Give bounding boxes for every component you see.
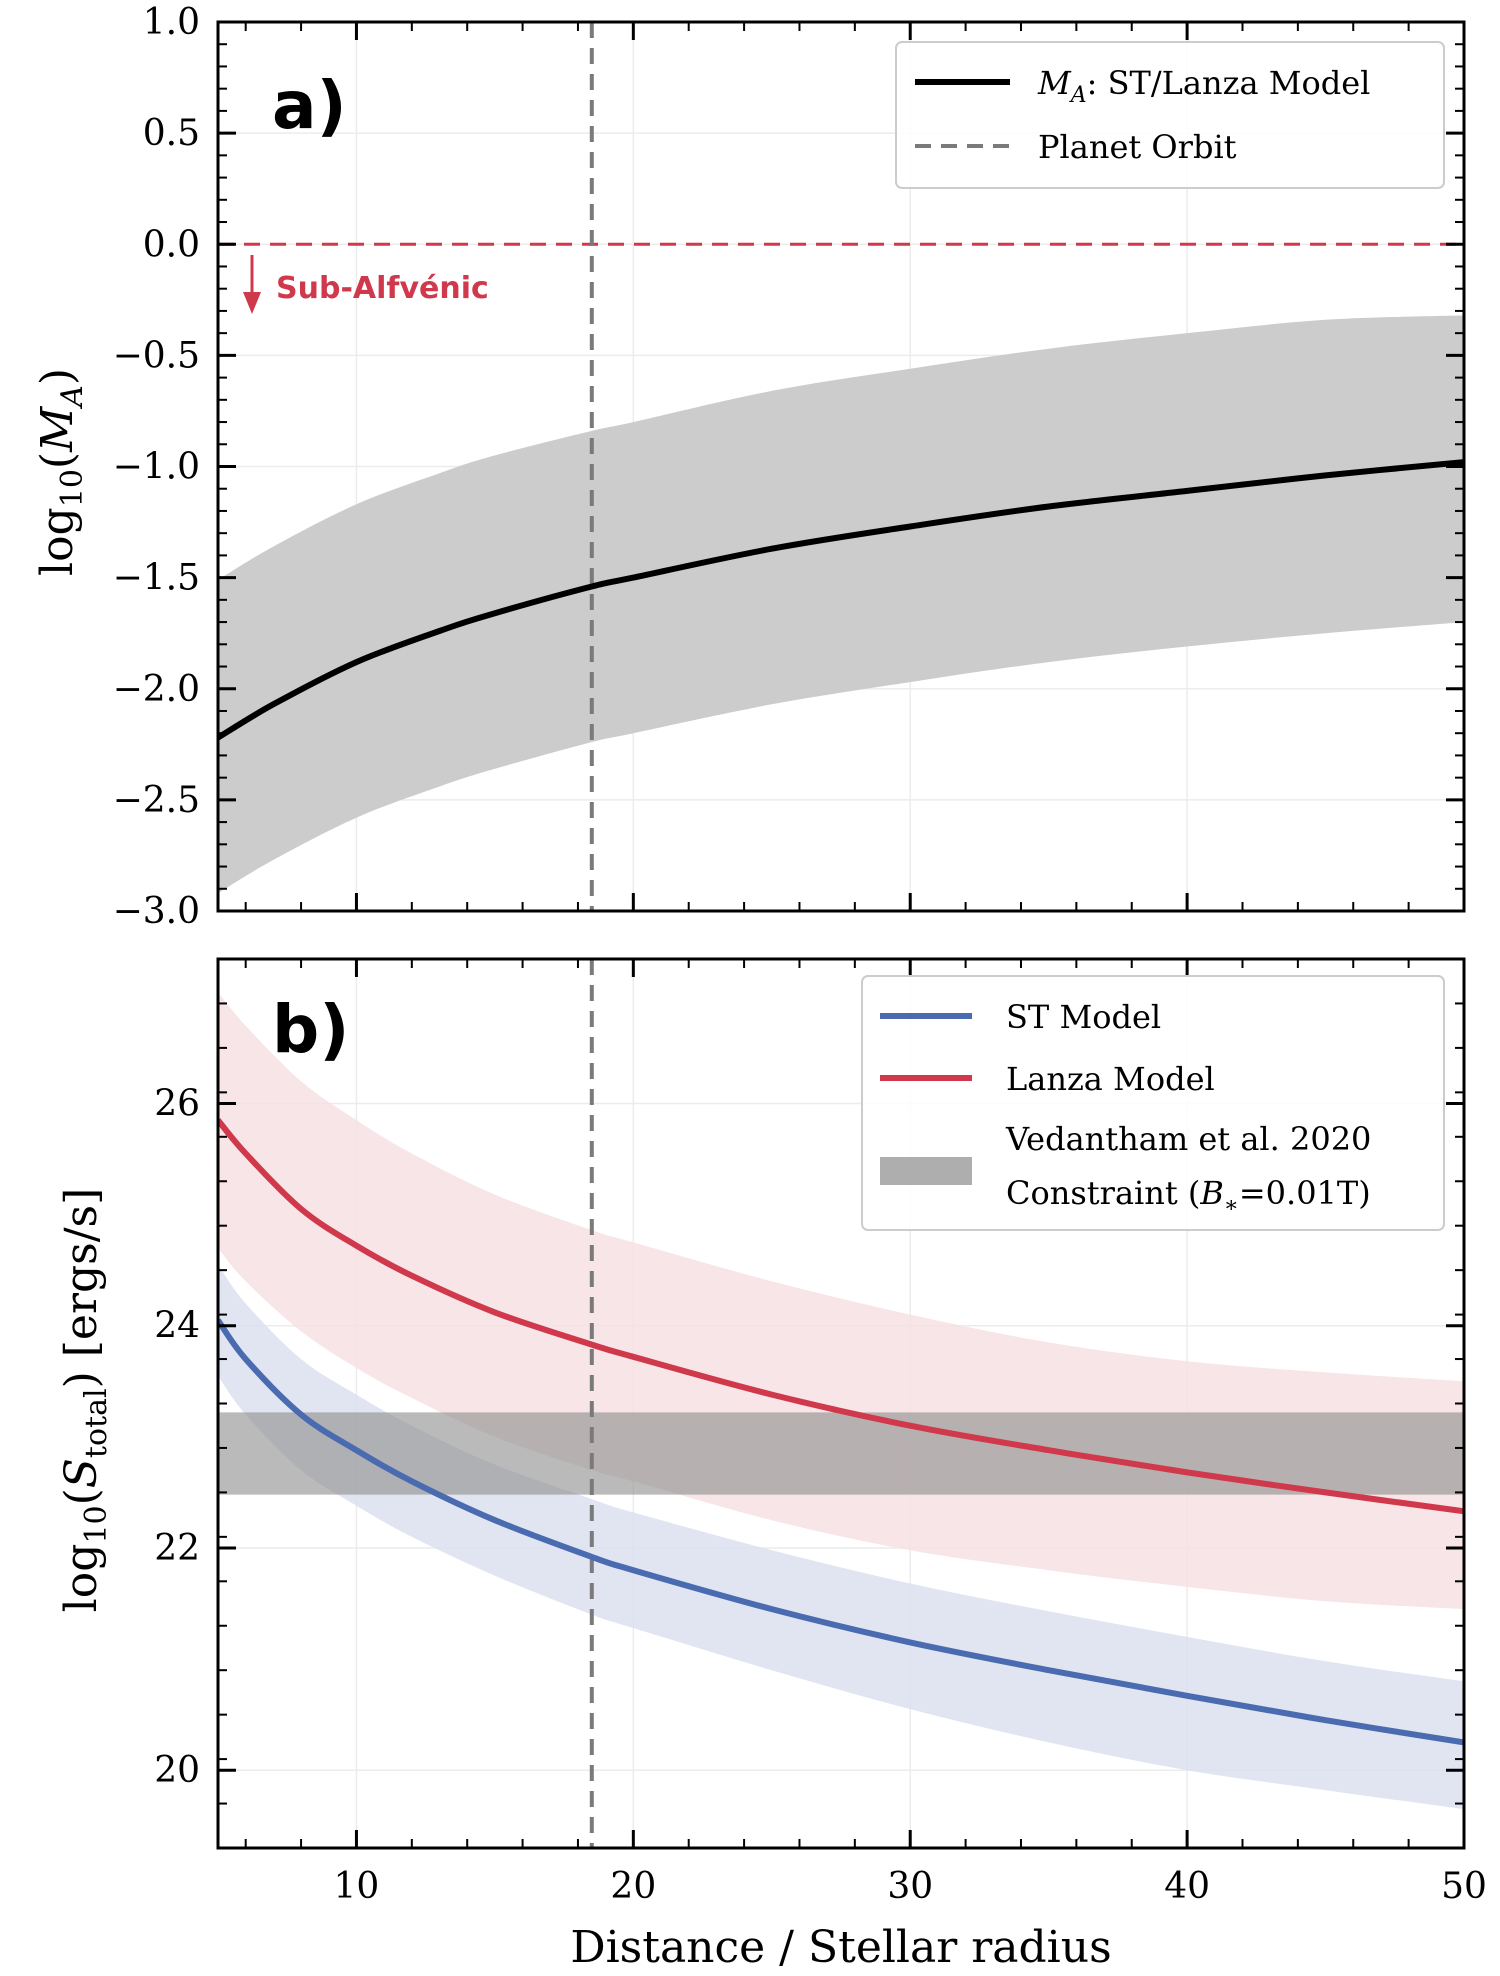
legend-a-frame <box>895 41 1445 189</box>
y-tick-label-a: 0.5 <box>143 113 200 154</box>
x-tick-label: 40 <box>1164 1866 1210 1907</box>
y-tick-label-a: −1.0 <box>113 447 200 488</box>
y-label-b-sub: 10 <box>79 1505 114 1543</box>
y-axis-label-a: log10(MA) <box>32 368 90 576</box>
y-label-a-open: ( <box>32 452 83 469</box>
y-label-b-close: ) <box>56 1371 107 1388</box>
y-axis-label-b: log10(Stotal) [ergs/s] <box>56 1188 114 1613</box>
y-label-b-units: [ergs/s] <box>56 1188 107 1372</box>
legend-a: MA: ST/Lanza Model Planet Orbit <box>895 41 1445 189</box>
panel-label-a: a) <box>272 67 347 144</box>
legend-b-swatch-constraint <box>880 1157 972 1185</box>
y-label-a-symsub: A <box>55 385 90 410</box>
series-line-ma <box>218 459 1464 741</box>
panel-a: 1.0 0.5 0.0 −0.5 −1.0 −1.5 −2.0 −2.5 −3.0 log10(… <box>32 2 1466 932</box>
legend-a-label-model: MA: ST/Lanza Model <box>1037 64 1370 108</box>
legend-b: ST Model Lanza Model Vedantham et al. 20… <box>861 975 1445 1231</box>
uncertainty-band-ma <box>218 315 1464 894</box>
y-label-b-symsub: total <box>79 1388 114 1458</box>
x-tick-label: 50 <box>1441 1866 1487 1907</box>
x-tick-label: 30 <box>887 1866 933 1907</box>
legend-b-c-pre: Constraint ( <box>1006 1174 1200 1212</box>
legend-a-label-orbit: Planet Orbit <box>1038 128 1237 166</box>
y-label-a-sub: 10 <box>55 469 90 507</box>
series-line-lanza <box>218 1118 1464 1515</box>
y-label-a-sym: M <box>32 406 83 453</box>
sub-alfvenic-label: Sub-Alfvénic <box>276 271 489 306</box>
sub-alfvenic-annotation: Sub-Alfvénic <box>243 255 489 314</box>
legend-b-label-constraint-2: Constraint (B∗=0.01T) <box>1006 1174 1371 1218</box>
legend-b-c-post: =0.01T) <box>1239 1174 1371 1212</box>
y-tick-label-b: 22 <box>154 1528 200 1569</box>
legend-b-label-lanza: Lanza Model <box>1006 1060 1215 1098</box>
y-label-b-log: log <box>56 1544 107 1613</box>
y-label-a-close: ) <box>32 368 83 385</box>
y-tick-label-b: 20 <box>154 1750 200 1791</box>
y-tick-label-a: −2.0 <box>113 669 200 710</box>
y-tick-label-b: 24 <box>154 1306 200 1347</box>
legend-a-symsub: A <box>1069 83 1087 108</box>
y-tick-label-a: 1.0 <box>143 2 200 43</box>
x-axis-label: Distance / Stellar radius <box>570 1922 1111 1973</box>
y-label-b-sym: S <box>56 1458 107 1488</box>
x-tick-label: 10 <box>334 1866 380 1907</box>
legend-a-rest: : ST/Lanza Model <box>1087 64 1371 102</box>
y-tick-label-a: 0.0 <box>143 224 200 265</box>
legend-b-label-constraint-1: Vedantham et al. 2020 <box>1005 1120 1371 1158</box>
legend-b-c-sub: ∗ <box>1224 1193 1239 1218</box>
y-tick-label-b: 26 <box>154 1083 200 1124</box>
down-arrow-head-icon <box>243 292 261 314</box>
y-tick-label-a: −1.5 <box>113 558 200 599</box>
legend-b-frame <box>861 975 1445 1231</box>
y-tick-label-a: −3.0 <box>113 891 200 932</box>
y-label-a-log: log <box>32 507 83 576</box>
legend-b-label-st: ST Model <box>1006 998 1161 1036</box>
series-line-st <box>218 1318 1464 1746</box>
x-tick-label: 20 <box>610 1866 656 1907</box>
y-label-b-open: ( <box>56 1488 107 1505</box>
uncertainty-band-st <box>218 1264 1464 1810</box>
y-tick-label-a: −2.5 <box>113 780 200 821</box>
y-tick-label-a: −0.5 <box>113 335 200 376</box>
legend-b-c-sym: B <box>1199 1174 1224 1212</box>
panel-label-b: b) <box>272 991 349 1068</box>
constraint-band <box>218 1412 1464 1495</box>
legend-a-sym: M <box>1037 64 1072 102</box>
